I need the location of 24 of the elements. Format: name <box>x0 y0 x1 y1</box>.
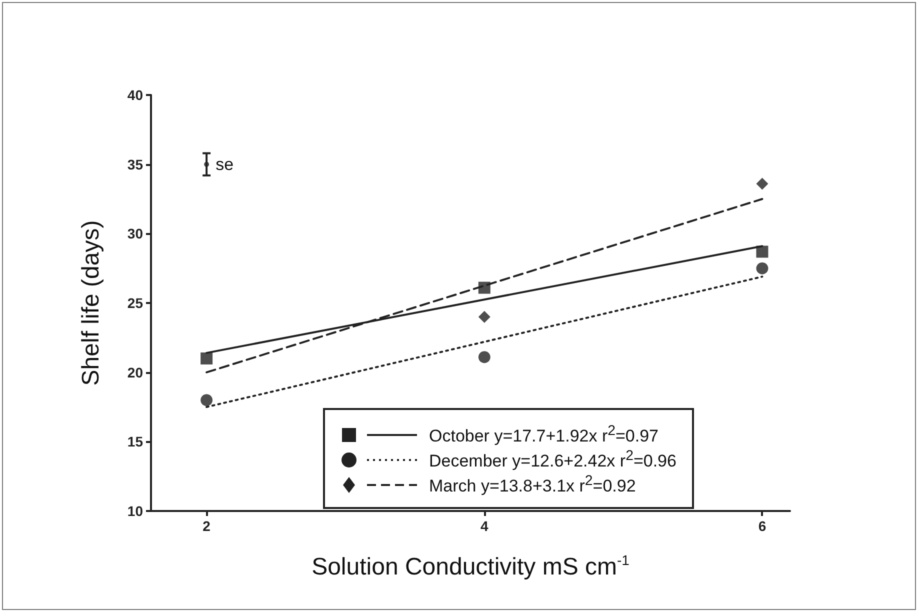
y-tick-label: 25 <box>127 295 144 311</box>
y-tick-label: 10 <box>127 503 144 519</box>
point <box>478 282 490 294</box>
y-tick-label: 20 <box>127 364 144 380</box>
legend-label: December y=12.6+2.42x r$^{2}$=0.96 <box>429 448 676 472</box>
legend-label: October y=17.7+1.92x r$^{2}$=0.97 <box>429 422 658 446</box>
y-tick-label: 30 <box>127 226 144 242</box>
x-tick-label: 2 <box>202 518 211 534</box>
x-tick-label: 4 <box>480 518 488 534</box>
y-axis-title: Shelf life (days) <box>78 220 104 386</box>
y-tick-label: 35 <box>127 156 144 172</box>
y-tick-label: 40 <box>127 87 144 103</box>
point <box>756 178 768 190</box>
point <box>478 310 490 323</box>
point <box>204 162 210 167</box>
point <box>756 246 768 258</box>
point <box>478 351 490 364</box>
point <box>200 352 213 364</box>
point <box>200 394 213 406</box>
y-tick-label: 15 <box>127 434 144 450</box>
x-tick-label: 6 <box>758 518 766 534</box>
series-label: se <box>216 154 234 174</box>
legend-label: March y=13.8+3.1x r$^{2}$=0.92 <box>429 472 636 496</box>
point <box>756 262 768 274</box>
